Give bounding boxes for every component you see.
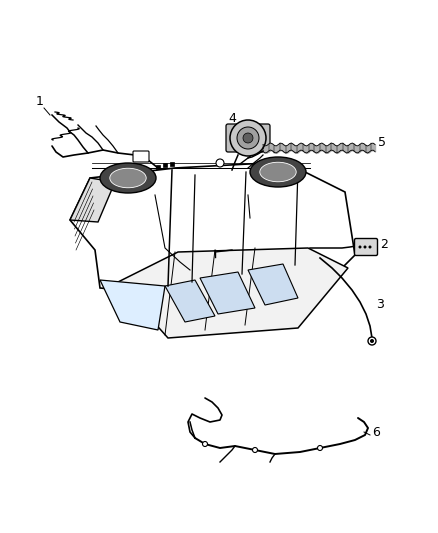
Text: 6: 6	[372, 425, 380, 439]
Text: 1: 1	[36, 95, 44, 108]
Circle shape	[318, 446, 322, 450]
Text: 2: 2	[380, 238, 388, 251]
Circle shape	[370, 339, 374, 343]
Circle shape	[364, 246, 367, 248]
Circle shape	[368, 337, 376, 345]
Bar	[156, 165, 160, 169]
Polygon shape	[165, 280, 215, 322]
Polygon shape	[70, 162, 355, 295]
Circle shape	[368, 246, 371, 248]
Circle shape	[237, 127, 259, 149]
Text: 5: 5	[378, 136, 386, 149]
Polygon shape	[248, 264, 298, 305]
Circle shape	[202, 441, 208, 447]
Circle shape	[216, 159, 224, 167]
Circle shape	[243, 133, 253, 143]
Text: 4: 4	[228, 111, 236, 125]
Ellipse shape	[100, 163, 156, 193]
Polygon shape	[200, 272, 255, 314]
Circle shape	[230, 120, 266, 156]
Ellipse shape	[110, 168, 146, 188]
FancyBboxPatch shape	[133, 151, 149, 162]
Circle shape	[358, 246, 361, 248]
Bar	[170, 162, 174, 166]
Bar	[163, 163, 167, 167]
Ellipse shape	[250, 157, 306, 187]
FancyBboxPatch shape	[354, 238, 378, 255]
Text: 3: 3	[376, 298, 384, 311]
Polygon shape	[70, 178, 115, 222]
FancyBboxPatch shape	[226, 124, 270, 152]
Polygon shape	[118, 248, 348, 338]
Polygon shape	[100, 280, 165, 330]
Circle shape	[252, 448, 258, 453]
Ellipse shape	[260, 162, 296, 182]
